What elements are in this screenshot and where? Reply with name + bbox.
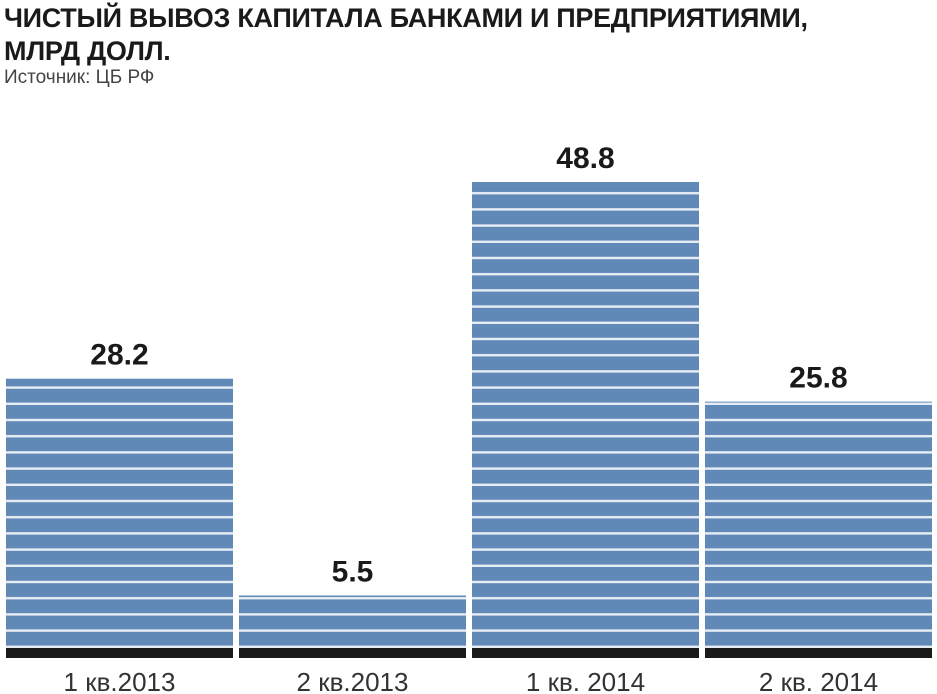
chart-title-line-1: ЧИСТЫЙ ВЫВОЗ КАПИТАЛА БАНКАМИ И ПРЕДПРИЯ… xyxy=(4,3,808,33)
bar-base-3 xyxy=(472,648,699,658)
category-label-1: 1 кв.2013 xyxy=(64,667,176,694)
category-label-2: 2 кв.2013 xyxy=(297,667,409,694)
bar-value-label-4: 25.8 xyxy=(789,362,847,395)
bar-3 xyxy=(472,182,699,648)
category-label-4: 2 кв. 2014 xyxy=(759,667,878,694)
chart-title: ЧИСТЫЙ ВЫВОЗ КАПИТАЛА БАНКАМИ И ПРЕДПРИЯ… xyxy=(4,2,924,68)
bar-value-label-3: 48.8 xyxy=(556,142,614,175)
bar-value-label-1: 28.2 xyxy=(90,339,148,372)
bar-2 xyxy=(239,595,466,648)
bar-base-1 xyxy=(6,648,233,658)
bar-base-2 xyxy=(239,648,466,658)
bar-value-label-2: 5.5 xyxy=(332,555,374,588)
bar-1 xyxy=(6,378,233,648)
chart-source: Источник: ЦБ РФ xyxy=(4,67,155,88)
chart-title-line-2: МЛРД ДОЛЛ. xyxy=(4,36,171,66)
bar-4 xyxy=(705,401,932,648)
bar-base-4 xyxy=(705,648,932,658)
category-label-3: 1 кв. 2014 xyxy=(526,667,645,694)
